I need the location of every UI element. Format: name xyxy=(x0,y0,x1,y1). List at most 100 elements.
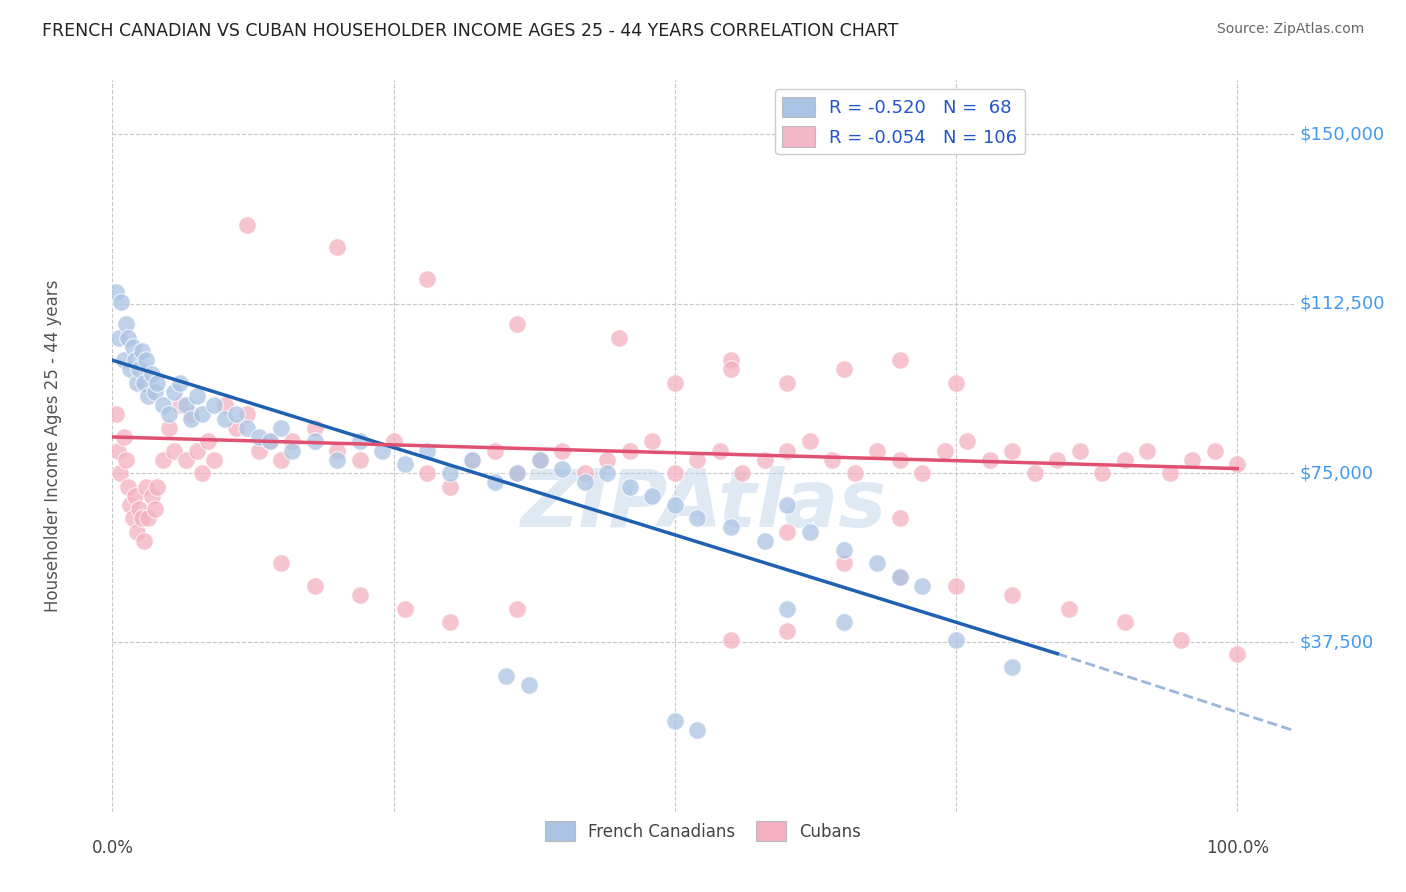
Cubans xyxy=(945,376,967,390)
French Canadians xyxy=(141,367,163,381)
Cubans xyxy=(127,524,149,539)
Cubans xyxy=(326,240,349,254)
Cubans xyxy=(115,452,138,467)
Cubans xyxy=(1069,443,1091,458)
Cubans xyxy=(349,588,371,602)
Cubans xyxy=(720,633,742,648)
Cubans xyxy=(776,524,799,539)
French Canadians xyxy=(131,344,153,359)
Cubans xyxy=(131,511,153,525)
Cubans xyxy=(720,353,742,368)
French Canadians xyxy=(799,524,821,539)
Cubans xyxy=(889,452,911,467)
Cubans xyxy=(709,443,731,458)
Text: $37,500: $37,500 xyxy=(1299,633,1374,651)
Text: $112,500: $112,500 xyxy=(1299,294,1385,313)
French Canadians xyxy=(371,443,394,458)
Cubans xyxy=(157,421,180,435)
French Canadians xyxy=(686,511,709,525)
French Canadians xyxy=(461,452,484,467)
Cubans xyxy=(889,570,911,584)
French Canadians xyxy=(135,353,157,368)
French Canadians xyxy=(776,498,799,512)
Cubans xyxy=(1226,647,1249,661)
Cubans xyxy=(664,376,686,390)
Cubans xyxy=(866,443,889,458)
Cubans xyxy=(776,624,799,639)
French Canadians xyxy=(117,331,139,345)
Cubans xyxy=(506,466,529,480)
Cubans xyxy=(956,434,979,449)
French Canadians xyxy=(112,353,135,368)
French Canadians xyxy=(495,669,517,683)
Cubans xyxy=(225,421,247,435)
French Canadians xyxy=(326,452,349,467)
French Canadians xyxy=(138,389,160,403)
Cubans xyxy=(186,443,208,458)
Cubans xyxy=(574,466,596,480)
French Canadians xyxy=(506,466,529,480)
Cubans xyxy=(270,557,292,571)
Cubans xyxy=(270,452,292,467)
Text: ZIPAtlas: ZIPAtlas xyxy=(520,466,886,543)
Cubans xyxy=(117,480,139,494)
Cubans xyxy=(439,480,461,494)
Cubans xyxy=(247,443,270,458)
French Canadians xyxy=(945,633,967,648)
Cubans xyxy=(1046,452,1069,467)
Cubans xyxy=(1114,452,1136,467)
Cubans xyxy=(832,557,855,571)
French Canadians xyxy=(120,362,142,376)
Cubans xyxy=(1204,443,1226,458)
Cubans xyxy=(141,489,163,503)
French Canadians xyxy=(574,475,596,489)
Cubans xyxy=(124,489,146,503)
French Canadians xyxy=(832,542,855,557)
Cubans xyxy=(1159,466,1181,480)
Cubans xyxy=(132,533,155,548)
Cubans xyxy=(979,452,1001,467)
Text: Source: ZipAtlas.com: Source: ZipAtlas.com xyxy=(1216,22,1364,37)
Cubans xyxy=(281,434,304,449)
Text: $75,000: $75,000 xyxy=(1299,464,1374,482)
French Canadians xyxy=(157,408,180,422)
Cubans xyxy=(506,317,529,331)
Cubans xyxy=(416,466,439,480)
French Canadians xyxy=(270,421,292,435)
French Canadians xyxy=(124,353,146,368)
French Canadians xyxy=(517,678,540,692)
French Canadians xyxy=(619,480,641,494)
French Canadians xyxy=(259,434,281,449)
Cubans xyxy=(259,434,281,449)
Cubans xyxy=(146,480,169,494)
Cubans xyxy=(104,408,127,422)
Cubans xyxy=(120,498,142,512)
Cubans xyxy=(619,443,641,458)
Cubans xyxy=(720,362,742,376)
Text: FRENCH CANADIAN VS CUBAN HOUSEHOLDER INCOME AGES 25 - 44 YEARS CORRELATION CHART: FRENCH CANADIAN VS CUBAN HOUSEHOLDER INC… xyxy=(42,22,898,40)
Cubans xyxy=(1136,443,1159,458)
French Canadians xyxy=(128,362,150,376)
Cubans xyxy=(236,218,259,232)
Cubans xyxy=(107,443,129,458)
French Canadians xyxy=(214,412,236,426)
Cubans xyxy=(641,434,664,449)
Cubans xyxy=(529,452,551,467)
Cubans xyxy=(607,331,630,345)
Cubans xyxy=(776,443,799,458)
French Canadians xyxy=(889,570,911,584)
French Canadians xyxy=(529,452,551,467)
French Canadians xyxy=(911,579,934,593)
French Canadians xyxy=(664,498,686,512)
Cubans xyxy=(934,443,956,458)
Cubans xyxy=(304,421,326,435)
Cubans xyxy=(143,502,166,516)
French Canadians xyxy=(394,457,416,471)
Cubans xyxy=(152,452,174,467)
French Canadians xyxy=(686,723,709,738)
Cubans xyxy=(169,398,191,412)
Cubans xyxy=(1181,452,1204,467)
Cubans xyxy=(754,452,776,467)
French Canadians xyxy=(551,461,574,475)
French Canadians xyxy=(236,421,259,435)
